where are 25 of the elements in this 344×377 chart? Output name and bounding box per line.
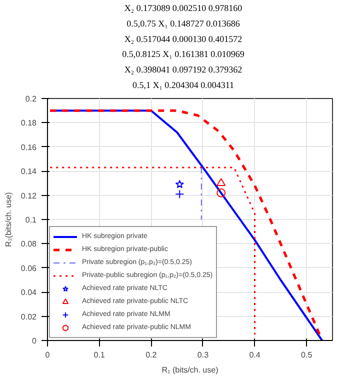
x-tick-label: 0.1 <box>94 350 106 360</box>
y-axis-title: R₂(bits/ch. use) <box>4 192 13 247</box>
x-tick-label: 0.4 <box>249 350 261 360</box>
x-tick-label: 0.5 <box>301 350 313 360</box>
y-tick-label: 0.1 <box>25 216 38 224</box>
text: 0.5,0.8125 X₁ 0.161381 0.010969 <box>122 49 245 60</box>
y-tick-label: 0.16 <box>20 142 38 152</box>
y-tick-label: 0.08 <box>20 240 38 249</box>
y-tick-label: 0.04 <box>20 288 38 298</box>
x-axis-title: R₁ (bits/ch. use) <box>162 366 219 374</box>
x-tick-label: 0.2 <box>146 350 158 360</box>
y-tick-label: 0.14 <box>20 167 38 176</box>
text: X₂ 0.173089 0.002510 0.978160 <box>124 3 243 14</box>
text: X₂ 0.398041 0.097192 0.379362 <box>124 64 242 74</box>
text: 0.5,0.75 X₁ 0.148727 0.013686 <box>126 18 240 28</box>
y-tick-label: 0.12 <box>20 191 38 200</box>
y-tick-label: 0.06 <box>20 264 38 273</box>
y-tick-label: 0 <box>32 336 38 346</box>
x-tick-label: 0.3 <box>197 350 210 360</box>
text: 0.5,1 X₁ 0.204304 0.004311 <box>132 80 234 90</box>
text: X₂ 0.517044 0.000130 0.401572 <box>124 34 242 44</box>
x-tick-label: 0 <box>45 350 50 360</box>
y-tick-label: 0.18 <box>20 118 38 128</box>
y-tick-label: 0.02 <box>20 312 38 322</box>
y-tick-label: 0.2 <box>25 94 38 104</box>
